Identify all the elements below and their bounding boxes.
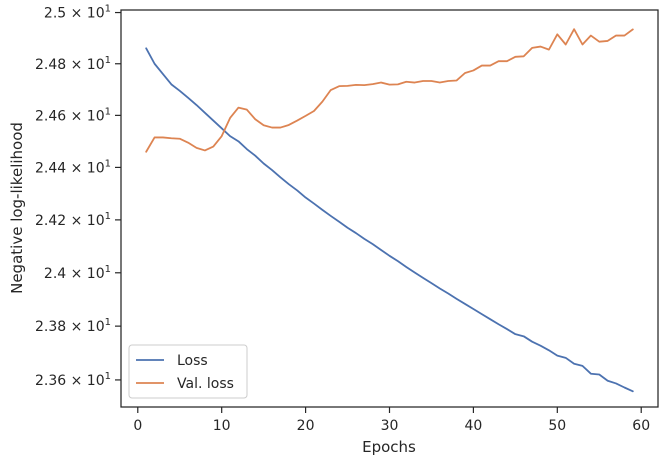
x-tick-label: 40 xyxy=(464,418,482,434)
y-axis-title: Negative log-likelihood xyxy=(8,122,26,294)
tick-layer: 0 10 20 30 40 50 60 2.36 × 101 2.38 × 101 2.4 × 1… xyxy=(35,4,650,434)
plot-frame xyxy=(120,9,659,408)
series-line-val-loss xyxy=(145,28,634,153)
x-tick-label: 50 xyxy=(548,418,566,434)
x-tick-label: 30 xyxy=(381,418,399,434)
legend-label-val-loss: Val. loss xyxy=(177,376,234,392)
x-tick-label: 20 xyxy=(297,418,315,434)
legend-box xyxy=(128,344,248,399)
x-tick-label: 0 xyxy=(133,418,142,434)
y-tick-label: 2.4 × 101 xyxy=(44,264,111,282)
y-tick-label: 2.42 × 101 xyxy=(35,211,111,229)
series-layer xyxy=(145,28,634,393)
legend: Loss Val. loss xyxy=(128,344,248,399)
x-tick-label: 10 xyxy=(213,418,231,434)
x-axis-title: Epochs xyxy=(362,438,416,456)
y-tick-label: 2.46 × 101 xyxy=(35,106,111,124)
y-tick-label: 2.36 × 101 xyxy=(35,371,111,389)
y-tick-label: 2.44 × 101 xyxy=(35,158,111,176)
x-tick-label: 60 xyxy=(632,418,650,434)
y-tick-label: 2.5 × 101 xyxy=(44,4,111,22)
y-tick-label: 2.38 × 101 xyxy=(35,317,111,335)
legend-label-loss: Loss xyxy=(177,353,208,369)
series-line-loss xyxy=(145,47,634,393)
y-tick-label: 2.48 × 101 xyxy=(35,55,111,73)
